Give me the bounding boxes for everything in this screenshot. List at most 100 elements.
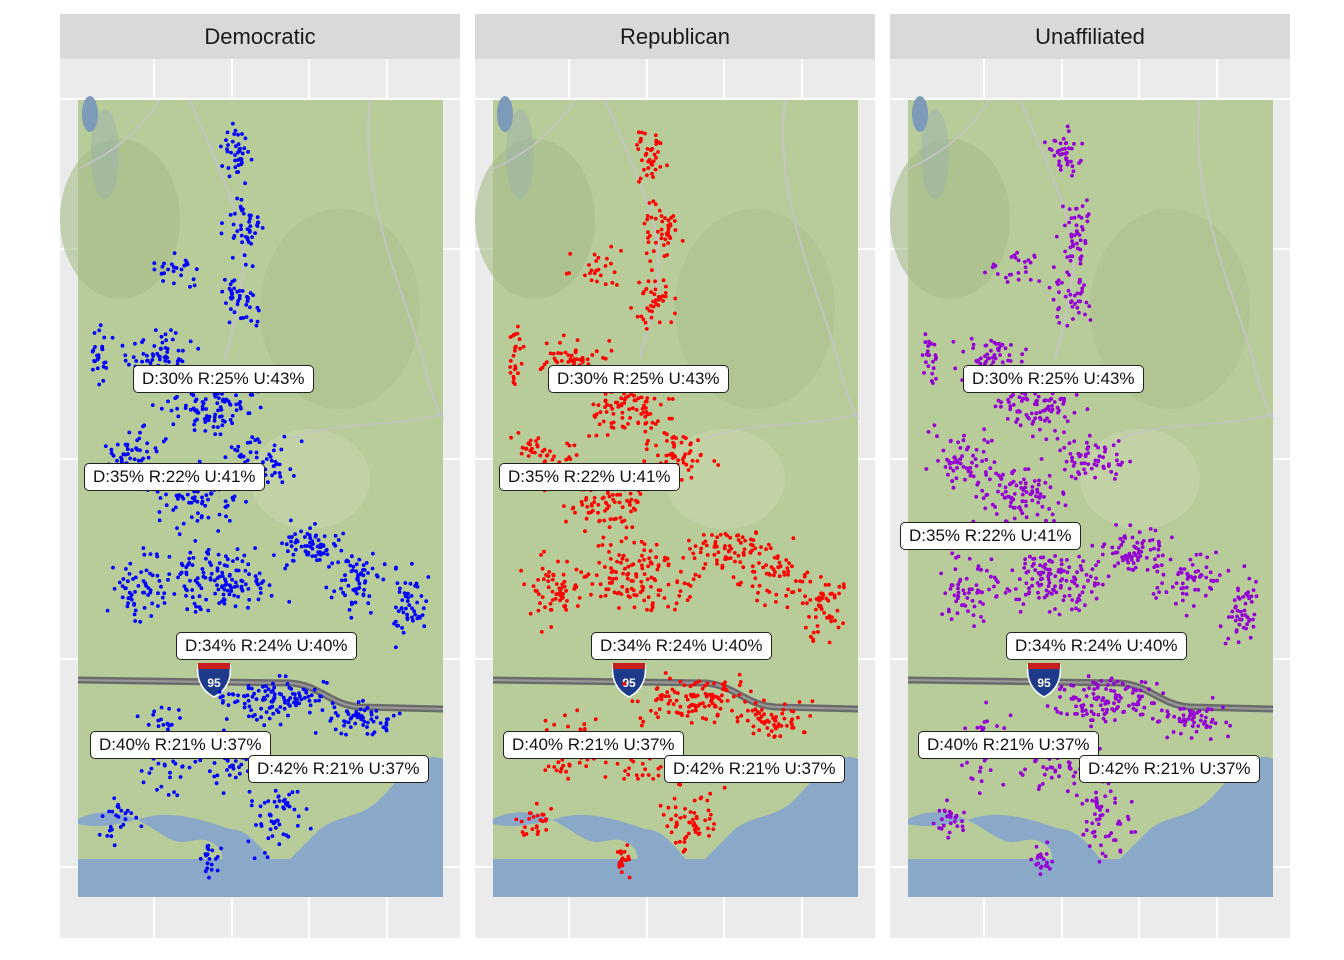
voter-point	[192, 283, 197, 288]
voter-point	[218, 414, 222, 419]
voter-point	[605, 402, 609, 407]
voter-point	[138, 430, 142, 435]
voter-point	[614, 516, 618, 521]
voter-point	[1062, 594, 1067, 598]
voter-point	[575, 338, 580, 342]
voter-point	[120, 595, 125, 600]
voter-point	[698, 796, 703, 801]
voter-point	[133, 575, 138, 580]
voter-point	[287, 792, 291, 797]
voter-point	[267, 716, 272, 721]
voter-point	[153, 328, 158, 332]
voter-point	[946, 835, 951, 840]
voter-point	[250, 393, 255, 397]
voter-point	[1236, 640, 1241, 645]
voter-point	[1089, 724, 1093, 729]
voter-point	[1055, 709, 1060, 714]
voter-point	[533, 588, 538, 593]
voter-point	[1087, 433, 1092, 438]
voter-point	[1178, 567, 1183, 571]
voter-point	[707, 817, 712, 821]
voter-point	[1080, 590, 1085, 595]
voter-point	[645, 306, 650, 311]
voter-point	[209, 867, 214, 872]
voter-point	[133, 619, 137, 623]
voter-point	[940, 612, 945, 616]
voter-point	[653, 287, 658, 292]
voter-point	[827, 640, 832, 645]
voter-point	[948, 466, 953, 470]
voter-point	[644, 327, 649, 331]
voter-point	[236, 142, 241, 146]
voter-point	[1129, 558, 1134, 562]
voter-point	[268, 827, 273, 832]
voter-point	[1091, 692, 1096, 696]
voter-point	[1148, 547, 1153, 552]
voter-point	[667, 694, 671, 699]
voter-point	[609, 244, 614, 249]
voter-point	[1085, 798, 1089, 803]
voter-point	[249, 157, 254, 162]
road	[289, 413, 444, 440]
voter-point	[823, 583, 828, 587]
voter-point	[679, 440, 684, 445]
voter-point	[1082, 687, 1086, 692]
voter-point	[1028, 277, 1033, 282]
voter-point	[277, 471, 282, 475]
voter-point	[170, 337, 175, 342]
voter-point	[1066, 760, 1071, 765]
voter-point	[1066, 288, 1071, 293]
voter-point	[1047, 419, 1052, 424]
voter-point	[1087, 304, 1092, 309]
voter-point	[237, 293, 242, 298]
voter-point	[612, 270, 617, 275]
voter-point	[184, 572, 189, 577]
voter-point	[948, 439, 953, 444]
terrain-shade	[250, 429, 370, 529]
voter-point	[1109, 469, 1114, 474]
voter-point	[1174, 601, 1178, 606]
voter-point	[361, 563, 366, 567]
voter-point	[1213, 721, 1218, 726]
voter-point	[649, 608, 654, 613]
voter-point	[96, 353, 101, 357]
voter-point	[1106, 464, 1111, 468]
voter-point	[184, 587, 188, 592]
voter-point	[1240, 613, 1245, 618]
voter-point	[239, 406, 243, 411]
voter-point	[654, 302, 658, 306]
voter-point	[213, 394, 218, 399]
voter-point	[811, 630, 816, 635]
voter-point	[1008, 713, 1013, 718]
voter-point	[325, 681, 329, 685]
voter-point	[175, 526, 179, 530]
voter-point	[248, 305, 252, 310]
voter-point	[631, 406, 635, 411]
voter-point	[543, 718, 548, 723]
voter-point	[1102, 445, 1107, 450]
voter-point	[233, 775, 238, 780]
voter-point	[316, 538, 321, 542]
voter-point	[568, 457, 573, 462]
voter-point	[279, 447, 284, 452]
voter-point	[566, 776, 570, 781]
voter-point	[647, 308, 652, 313]
voter-point	[626, 394, 631, 399]
voter-point	[215, 401, 220, 406]
voter-point	[1194, 729, 1199, 734]
voter-point	[768, 573, 772, 577]
voter-point	[984, 473, 988, 477]
voter-point	[231, 559, 235, 563]
voter-point	[951, 485, 956, 490]
road	[367, 99, 444, 420]
voter-point	[979, 568, 983, 572]
voter-point	[949, 811, 954, 816]
voter-point	[1021, 396, 1025, 401]
voter-point	[530, 827, 535, 831]
voter-point	[954, 458, 959, 463]
road	[77, 99, 161, 170]
voter-point	[1103, 449, 1107, 454]
voter-point	[598, 273, 603, 278]
voter-point	[1046, 584, 1051, 588]
voter-point	[230, 577, 235, 582]
